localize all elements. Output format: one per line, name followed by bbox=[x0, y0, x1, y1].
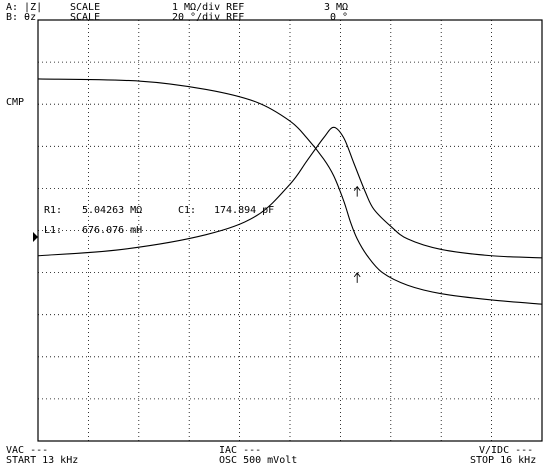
trace-a-ref-value: 3 MΩ bbox=[324, 2, 349, 13]
trace-a-label: A: |Z| bbox=[6, 2, 43, 13]
trace-a-scale-label: SCALE bbox=[70, 2, 101, 13]
traces bbox=[37, 78, 543, 305]
trace-b-ref-value: 0 ° bbox=[330, 12, 349, 23]
trace-b-scale-label: SCALE bbox=[70, 12, 101, 23]
cmp-label: CMP bbox=[6, 97, 25, 108]
l1-label: L1: bbox=[44, 225, 63, 236]
r1-label: R1: bbox=[44, 205, 63, 216]
trace-b-label: B: θz bbox=[6, 12, 37, 23]
iac-label: IAC --- bbox=[219, 445, 262, 456]
r1-value: 5.04263 MΩ bbox=[82, 205, 143, 216]
vidc-label: V/IDC --- bbox=[479, 445, 534, 456]
c1-value: 174.894 pF bbox=[214, 205, 275, 216]
gridlines bbox=[38, 20, 542, 441]
trace-b-scale-value: 20 °/div REF bbox=[172, 12, 245, 23]
c1-label: C1: bbox=[178, 205, 197, 216]
reference-pointer-icon bbox=[33, 232, 38, 242]
l1-value: 676.076 mH bbox=[82, 225, 143, 236]
marker-cursor-1 bbox=[353, 185, 361, 197]
trace-a-line bbox=[37, 78, 543, 305]
trace-a-scale-value: 1 MΩ/div REF bbox=[172, 2, 245, 13]
vac-label: VAC --- bbox=[6, 445, 49, 456]
marker-cursor-2 bbox=[353, 272, 361, 283]
osc-level: OSC 500 mVolt bbox=[219, 455, 298, 466]
stop-frequency: STOP 16 kHz bbox=[470, 455, 537, 466]
trace-b-line bbox=[37, 126, 543, 259]
start-frequency: START 13 kHz bbox=[6, 455, 79, 466]
